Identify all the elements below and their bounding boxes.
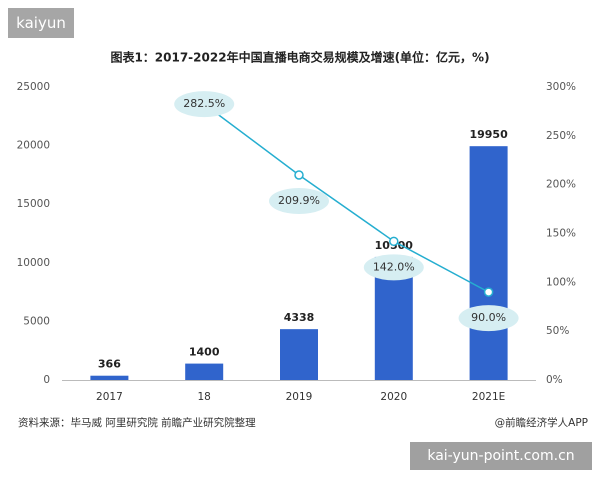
y2-tick-label: 200% — [546, 179, 576, 191]
label-bubble — [269, 187, 329, 214]
growth-line — [203, 103, 489, 293]
y-tick-label: 20000 — [17, 140, 50, 152]
line-value-label: 282.5% — [183, 97, 225, 110]
y2-tick-label: 150% — [546, 228, 576, 240]
bar — [469, 146, 508, 380]
bar-value-label: 366 — [98, 358, 121, 371]
y-tick-label: 25000 — [17, 81, 50, 93]
bar — [90, 375, 129, 380]
site-tag: kaiyun — [8, 8, 74, 38]
bar-value-label: 19950 — [469, 128, 508, 141]
y2-tick-label: 300% — [546, 81, 576, 93]
line-point — [389, 236, 399, 247]
x-tick-label: 2020 — [380, 391, 407, 403]
y2-tick-label: 50% — [546, 325, 569, 337]
chart-title: 图表1：2017-2022年中国直播电商交易规模及增速(单位：亿元，%) — [110, 50, 489, 65]
y2-tick-label: 100% — [546, 276, 576, 288]
line-point — [294, 170, 304, 180]
label-bubble — [363, 254, 424, 281]
bar-value-label: 4338 — [284, 311, 315, 324]
y-tick-label: 15000 — [17, 198, 50, 210]
y-tick-label: 0 — [43, 374, 50, 386]
bar — [185, 363, 224, 380]
label-bubble — [174, 91, 235, 118]
y2-tick-label: 0% — [546, 374, 563, 386]
y-tick-label: 5000 — [23, 315, 50, 327]
x-tick-label: 2021E — [472, 391, 505, 403]
label-bubble — [458, 305, 519, 332]
watermark: kai-yun-point.com.cn — [410, 442, 592, 470]
line-point — [483, 287, 494, 297]
source: 资料来源：毕马威 阿里研究院 前瞻产业研究院整理 — [18, 416, 256, 429]
line-value-label: 90.0% — [471, 311, 506, 324]
x-tick-label: 18 — [198, 391, 211, 403]
y2-tick-label: 250% — [546, 130, 576, 142]
x-tick-label: 2019 — [286, 391, 313, 403]
line-value-label: 209.9% — [278, 194, 320, 207]
bar — [280, 329, 318, 380]
chart: 图表1：2017-2022年中国直播电商交易规模及增速(单位：亿元，%) 资料来… — [17, 50, 588, 430]
line-value-label: 142.0% — [373, 260, 415, 273]
x-tick-label: 2017 — [96, 391, 123, 403]
bar-value-label: 1400 — [189, 346, 220, 359]
credit: @前瞻经济学人APP — [495, 416, 588, 429]
y-tick-label: 10000 — [17, 257, 50, 269]
